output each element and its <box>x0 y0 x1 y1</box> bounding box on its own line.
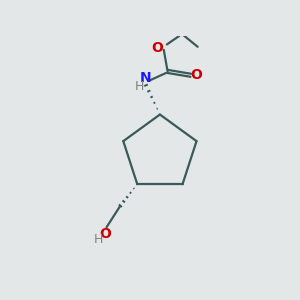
Text: O: O <box>152 41 164 55</box>
Text: O: O <box>190 68 202 82</box>
Text: H: H <box>93 233 103 246</box>
Text: O: O <box>99 227 111 241</box>
Text: H: H <box>134 80 144 92</box>
Text: N: N <box>140 70 152 85</box>
